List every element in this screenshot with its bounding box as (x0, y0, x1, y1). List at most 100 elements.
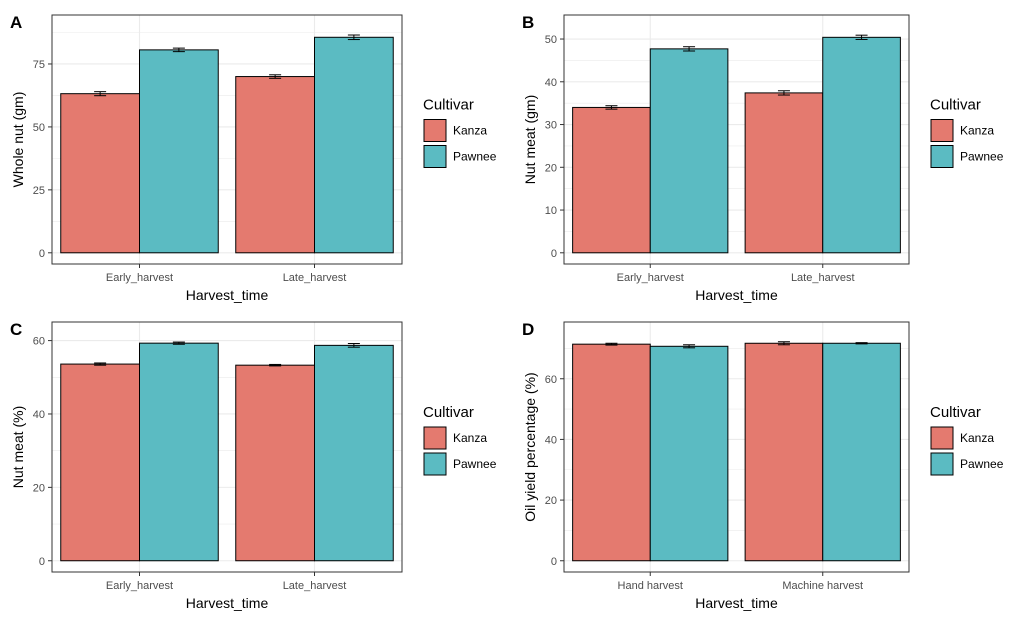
error-bar (777, 341, 790, 346)
x-tick-label: Early_harvest (106, 272, 173, 284)
bar-kanza-early-harvest (60, 363, 140, 562)
error-bar (347, 343, 360, 348)
bar-kanza-hand-harvest (572, 343, 651, 562)
x-axis-title: Harvest_time (695, 287, 778, 303)
error-bar (172, 47, 185, 53)
y-tick-label: 50 (33, 122, 45, 134)
y-tick-label: 0 (551, 248, 557, 260)
y-tick-label: 50 (545, 34, 557, 46)
legend-key-kanza (930, 426, 954, 450)
legend-label-kanza: Kanza (453, 431, 487, 445)
bar-kanza-early-harvest (60, 93, 140, 254)
y-tick-label: 0 (39, 248, 45, 260)
error-bar (605, 342, 618, 346)
legend: Cultivar Kanza Pawnee (930, 97, 1004, 168)
x-tick-label: Late_harvest (283, 272, 347, 284)
bar-pawnee-early-harvest (139, 342, 219, 562)
error-bar (269, 74, 282, 79)
bar-pawnee-late-harvest (822, 36, 901, 254)
error-bar (172, 341, 185, 345)
error-bar (855, 34, 868, 40)
y-tick-label: 20 (545, 162, 557, 174)
y-tick-label: 40 (545, 77, 557, 89)
y-tick-label: 20 (33, 482, 45, 494)
bar-kanza-late-harvest (235, 76, 315, 254)
x-axis-title: Harvest_time (186, 595, 269, 611)
plot-border (51, 321, 403, 573)
legend-label-kanza: Kanza (960, 124, 994, 138)
y-tick-label: 10 (545, 205, 557, 217)
y-tick-label: 30 (545, 120, 557, 132)
x-tick-label: Early_harvest (106, 580, 173, 592)
legend-key-pawnee (423, 452, 447, 476)
bar-kanza-early-harvest (572, 106, 651, 254)
panel-d: Hand harvest Machine harvest 0 20 40 60 D Harve… (522, 320, 1004, 611)
y-tick-label: 60 (545, 374, 557, 386)
legend-key-kanza (423, 426, 447, 450)
panel-c: Early_harvest Late_harvest 0 20 40 60 C Harvest… (10, 320, 497, 611)
bar-pawnee-early-harvest (649, 48, 729, 254)
panel-letter: A (10, 13, 22, 32)
error-bar (94, 91, 107, 97)
bar-pawnee-hand-harvest (649, 345, 729, 562)
legend-key-pawnee (423, 145, 447, 168)
error-bar (777, 90, 790, 96)
plot-border (563, 14, 910, 265)
panel-letter: C (10, 320, 22, 339)
y-axis-title: Whole nut (gm) (10, 92, 26, 188)
legend-title: Cultivar (930, 97, 981, 114)
y-axis-title: Oil yield percentage (%) (522, 372, 538, 521)
y-tick-label: 25 (33, 185, 45, 197)
x-tick-label: Late_harvest (283, 580, 347, 592)
y-tick-label: 60 (33, 336, 45, 348)
y-tick-label: 20 (545, 495, 557, 507)
legend-label-pawnee: Pawnee (960, 457, 1004, 471)
legend-key-kanza (423, 119, 447, 142)
error-bar (269, 363, 282, 367)
y-tick-label: 75 (33, 59, 45, 71)
legend: Cultivar Kanza Pawnee (930, 404, 1004, 476)
bar-kanza-late-harvest (744, 92, 824, 254)
plot-border (51, 14, 403, 265)
x-tick-label: Machine harvest (782, 580, 863, 592)
panel-a: Early_harvest Late_harvest 0 25 50 75 A Harvest… (10, 13, 497, 303)
y-tick-label: 0 (39, 556, 45, 568)
plot-border (563, 321, 910, 573)
error-bar (855, 342, 868, 345)
panel-b: Early_harvest Late_harvest 0 10 20 30 40 50 B Har… (522, 13, 1004, 303)
legend: Cultivar Kanza Pawnee (423, 97, 497, 168)
error-bar (347, 34, 360, 41)
y-tick-label: 40 (33, 409, 45, 421)
legend-key-pawnee (930, 452, 954, 476)
legend: Cultivar Kanza Pawnee (423, 404, 497, 476)
y-axis-title: Nut meat (%) (10, 406, 26, 488)
x-axis-title: Harvest_time (186, 287, 269, 303)
panel-letter: D (522, 320, 534, 339)
bar-kanza-late-harvest (235, 364, 315, 562)
bar-pawnee-machine-harvest (822, 342, 901, 562)
error-bar (94, 362, 107, 366)
legend-label-kanza: Kanza (960, 431, 994, 445)
legend-key-kanza (930, 119, 954, 142)
legend-label-pawnee: Pawnee (453, 150, 497, 164)
x-tick-label: Hand harvest (618, 580, 683, 592)
error-bar (605, 105, 618, 110)
error-bar (683, 46, 696, 52)
x-tick-label: Late_harvest (791, 272, 855, 284)
y-axis-title: Nut meat (gm) (522, 95, 538, 184)
legend-title: Cultivar (423, 404, 474, 421)
y-tick-label: 40 (545, 434, 557, 446)
error-bar (683, 344, 696, 349)
x-axis-title: Harvest_time (695, 595, 778, 611)
bar-pawnee-late-harvest (314, 36, 394, 254)
panel-letter: B (522, 13, 534, 32)
y-tick-label: 0 (551, 556, 557, 568)
bar-pawnee-late-harvest (314, 344, 394, 562)
bar-pawnee-early-harvest (139, 49, 219, 254)
legend-title: Cultivar (423, 97, 474, 114)
x-tick-label: Early_harvest (617, 272, 684, 284)
legend-key-pawnee (930, 145, 954, 168)
legend-label-pawnee: Pawnee (453, 457, 497, 471)
legend-title: Cultivar (930, 404, 981, 421)
